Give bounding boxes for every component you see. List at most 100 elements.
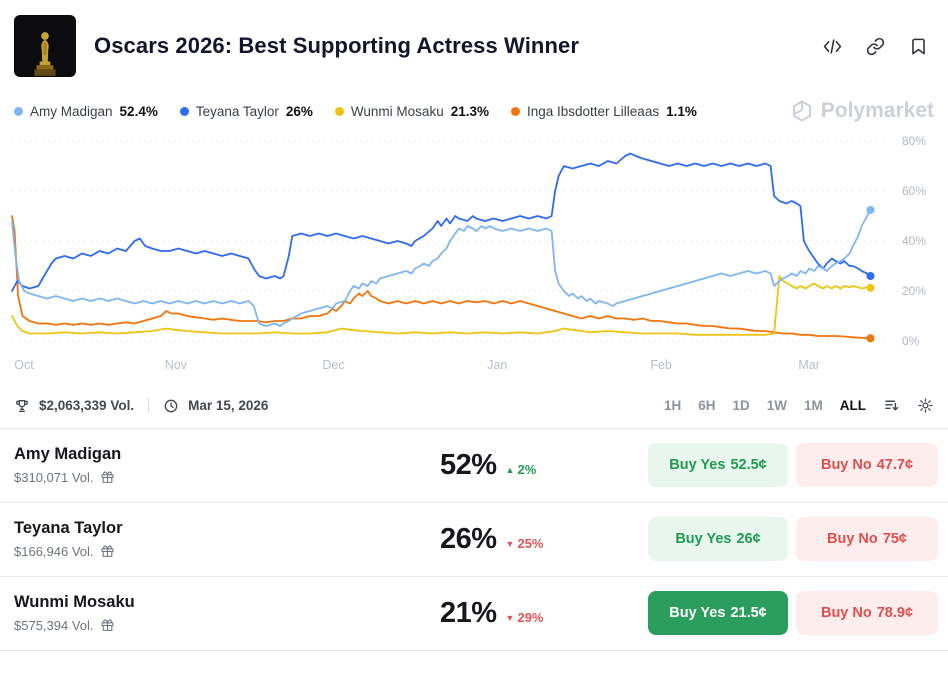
buy-yes-label: Buy Yes: [669, 457, 726, 473]
outcome-percent: 52%: [440, 448, 497, 481]
legend-value: 52.4%: [119, 103, 158, 119]
chart-toolbar: $2,063,339 Vol. Mar 15, 2026 1H 6H 1D 1W…: [0, 385, 948, 429]
buy-no-price: 78.9¢: [876, 605, 914, 621]
buy-yes-label: Buy Yes: [669, 605, 726, 621]
legend-label: Inga Ibsdotter Lilleaas: [526, 103, 660, 119]
outcome-row: Amy Madigan $310,071 Vol. 52% ▲ 2% Buy Ye…: [0, 429, 948, 503]
chart-controls: 1H 6H 1D 1W 1M ALL: [664, 397, 934, 414]
x-axis-label: Mar: [798, 358, 820, 372]
copy-link-icon[interactable]: [866, 37, 885, 56]
legend-dot: [510, 106, 520, 116]
buy-yes-button[interactable]: Buy Yes 21.5¢: [648, 591, 788, 635]
outcome-row: Teyana Taylor $166,946 Vol. 26% ▼ 25% Buy…: [0, 503, 948, 577]
change-value: 29%: [517, 609, 544, 625]
outcome-percent: 26%: [440, 522, 497, 555]
outcome-name: Amy Madigan: [14, 445, 122, 463]
buy-yes-button[interactable]: Buy Yes 52.5¢: [648, 443, 788, 487]
end-date: Mar 15, 2026: [188, 398, 269, 413]
outcome-info: Amy Madigan $310,071 Vol.: [14, 445, 432, 485]
series-line: [11, 209, 872, 327]
legend-label: Amy Madigan: [30, 103, 113, 119]
series-line: [11, 275, 872, 336]
outcome-change: ▲ 2%: [506, 462, 537, 477]
chart-legend: Amy Madigan 52.4% Teyana Taylor 26% Wunm…: [0, 83, 948, 123]
polymarket-wordmark: Polymarket: [820, 99, 934, 122]
outcome-percent: 21%: [440, 596, 497, 629]
buy-no-label: Buy No: [827, 531, 878, 547]
buy-no-button[interactable]: Buy No 78.9¢: [796, 591, 938, 635]
legend-value: 1.1%: [666, 103, 697, 119]
series-end-dot: [866, 283, 875, 292]
buy-no-price: 47.7¢: [876, 457, 914, 473]
buy-no-label: Buy No: [820, 457, 872, 473]
series-line: [11, 152, 872, 292]
oscar-statuette-icon: [34, 32, 56, 76]
settings-gear-icon[interactable]: [917, 397, 934, 414]
outcome-info: Wunmi Mosaku $575,394 Vol.: [14, 593, 432, 633]
market-page: Oscars 2026: Best Supporting Actress Win…: [0, 15, 948, 651]
chart-sort-icon[interactable]: [883, 397, 900, 414]
polymarket-logo-icon: [792, 100, 811, 122]
outcome-info: Teyana Taylor $166,946 Vol.: [14, 519, 432, 559]
legend-item-teyana-taylor[interactable]: Teyana Taylor 26%: [179, 103, 313, 119]
outcome-chance: 52% ▲ 2%: [440, 449, 536, 482]
change-arrow-icon: ▼: [505, 612, 515, 623]
price-chart[interactable]: 0% 20% 40% 60% 80% Oct Nov Dec Jan Feb Mar: [0, 123, 948, 385]
y-axis-label: 80%: [902, 134, 926, 148]
buy-yes-price: 26¢: [736, 531, 761, 547]
buy-no-label: Buy No: [820, 605, 872, 621]
embed-code-icon[interactable]: [823, 37, 842, 56]
divider: [148, 398, 150, 413]
legend-item-inga-ibsdotter-lilleaas[interactable]: Inga Ibsdotter Lilleaas 1.1%: [510, 103, 697, 119]
legend-item-amy-madigan[interactable]: Amy Madigan 52.4%: [14, 104, 158, 119]
change-value: 2%: [517, 461, 537, 477]
outcome-change: ▼ 25%: [506, 536, 544, 551]
range-all[interactable]: ALL: [839, 398, 866, 413]
y-axis-label: 0%: [902, 334, 920, 348]
market-image: [14, 15, 76, 77]
change-value: 25%: [517, 535, 544, 551]
outcome-name: Teyana Taylor: [14, 519, 123, 537]
x-axis-label: Jan: [487, 358, 507, 372]
y-axis-label: 20%: [902, 284, 926, 298]
buy-no-button[interactable]: Buy No 75¢: [796, 517, 938, 561]
polymarket-watermark: Polymarket: [790, 99, 934, 123]
legend-dot: [334, 106, 344, 116]
total-volume: $2,063,339 Vol.: [39, 398, 135, 413]
legend-dot: [14, 106, 23, 116]
outcome-chance: 21% ▼ 29%: [440, 597, 544, 630]
outcome-volume-text: $310,071 Vol.: [14, 470, 94, 485]
legend-item-wunmi-mosaku[interactable]: Wunmi Mosaku 21.3%: [334, 103, 489, 119]
buy-yes-button[interactable]: Buy Yes 26¢: [648, 517, 788, 561]
change-arrow-icon: ▲: [505, 464, 515, 475]
y-axis-label: 60%: [902, 184, 926, 198]
gift-icon[interactable]: [101, 471, 114, 484]
range-1w[interactable]: 1W: [766, 398, 787, 413]
range-6h[interactable]: 6H: [698, 398, 716, 413]
range-1m[interactable]: 1M: [803, 398, 823, 413]
outcome-volume: $166,946 Vol.: [14, 544, 432, 559]
bookmark-icon[interactable]: [909, 37, 928, 56]
x-axis-label: Feb: [650, 358, 672, 372]
range-1h[interactable]: 1H: [663, 398, 682, 413]
series-end-dot: [866, 334, 875, 343]
page-title: Oscars 2026: Best Supporting Actress Win…: [94, 33, 579, 58]
x-axis-label: Dec: [322, 358, 344, 372]
range-1d[interactable]: 1D: [732, 398, 750, 413]
market-stats: $2,063,339 Vol. Mar 15, 2026: [14, 398, 268, 414]
buy-no-button[interactable]: Buy No 47.7¢: [796, 443, 938, 487]
header-actions: [823, 37, 932, 56]
buy-no-price: 75¢: [882, 531, 907, 547]
legend-label: Wunmi Mosaku: [350, 103, 444, 119]
outcome-change: ▼ 29%: [506, 610, 544, 625]
volume-trophy-icon: [16, 399, 28, 412]
price-chart-svg[interactable]: 0% 20% 40% 60% 80% Oct Nov Dec Jan Feb Mar: [0, 127, 948, 385]
gift-icon[interactable]: [101, 619, 114, 632]
outcome-volume: $575,394 Vol.: [14, 618, 432, 633]
clock-icon: [164, 399, 178, 412]
outcome-volume-text: $166,946 Vol.: [14, 544, 94, 559]
legend-value: 26%: [285, 103, 313, 119]
y-axis-label: 40%: [902, 234, 926, 248]
legend-dot: [179, 106, 189, 116]
gift-icon[interactable]: [101, 545, 114, 558]
